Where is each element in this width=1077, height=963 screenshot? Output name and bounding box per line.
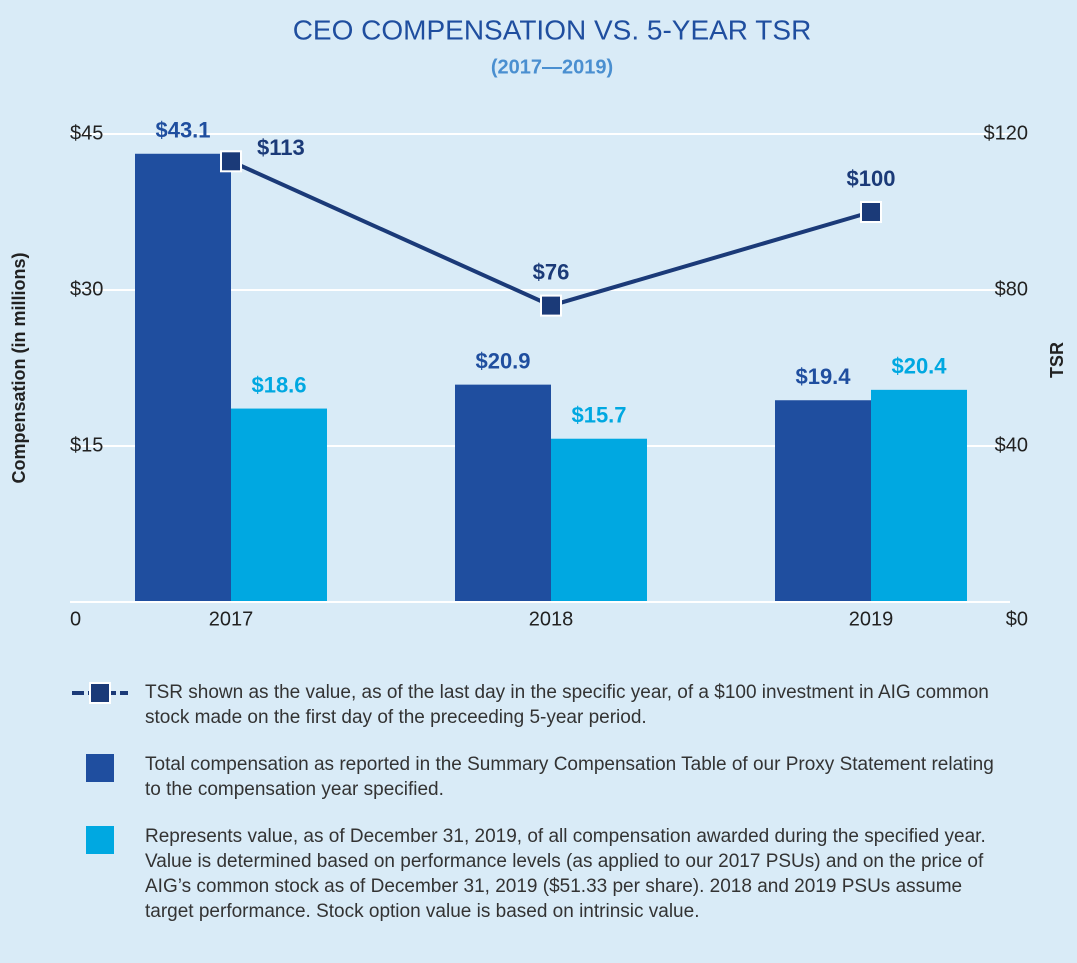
legend-text: Represents value, as of December 31, 201…: [145, 826, 986, 922]
legend-marker: [89, 682, 111, 704]
legend-entry: TSR shown as the value, as of the last d…: [70, 680, 1010, 730]
bar: [871, 389, 967, 602]
legend-swatch: [86, 826, 114, 854]
line-marker: [860, 201, 882, 223]
x-tick-label: 2019: [849, 608, 894, 630]
legend-icon: [86, 826, 114, 854]
legend-swatch: [86, 754, 114, 782]
legend-entry: Represents value, as of December 31, 201…: [70, 824, 1010, 924]
y-tick-label: $30: [70, 278, 103, 300]
bar-value-label: $20.4: [891, 354, 947, 379]
chart: CEO COMPENSATION VS. 5-YEAR TSR (2017—20…: [9, 14, 1067, 630]
y-tick-label: $15: [70, 434, 103, 456]
bar: [775, 400, 871, 602]
legend-text: TSR shown as the value, as of the last d…: [145, 682, 989, 728]
y-tick-label: 0: [70, 608, 81, 630]
line-value-label: $76: [533, 259, 570, 284]
line-value-label: $113: [257, 135, 305, 160]
bar: [455, 384, 551, 602]
line-value-label: $100: [847, 166, 896, 191]
bar: [135, 153, 231, 602]
legend-icon: [86, 754, 114, 782]
chart-title: CEO COMPENSATION VS. 5-YEAR TSR: [293, 14, 812, 45]
bar-value-label: $19.4: [795, 364, 851, 389]
bar-value-label: $18.6: [251, 372, 306, 397]
y2-tick-label: $120: [984, 122, 1029, 144]
bar-value-label: $20.9: [475, 348, 530, 373]
x-tick-label: 2018: [529, 608, 574, 630]
y2-tick-label: $0: [1006, 608, 1028, 630]
bar-value-label: $15.7: [571, 403, 626, 428]
y-tick-label: $45: [70, 122, 103, 144]
x-tick-label: 2017: [209, 608, 254, 630]
y2-axis-label: TSR: [1047, 342, 1067, 378]
y-axis-label: Compensation (in millions): [9, 252, 29, 483]
legend-icon: [72, 682, 128, 704]
y2-tick-label: $80: [995, 278, 1028, 300]
line-marker: [540, 294, 562, 317]
bar: [551, 438, 647, 602]
chart-subtitle: (2017—2019): [491, 56, 613, 78]
y2-tick-label: $40: [995, 434, 1028, 456]
legend-text: Total compensation as reported in the Su…: [145, 754, 994, 800]
legend-entry: Total compensation as reported in the Su…: [70, 752, 1010, 802]
bar: [231, 408, 327, 602]
line-marker: [220, 150, 242, 173]
bar-value-label: $43.1: [155, 118, 210, 143]
